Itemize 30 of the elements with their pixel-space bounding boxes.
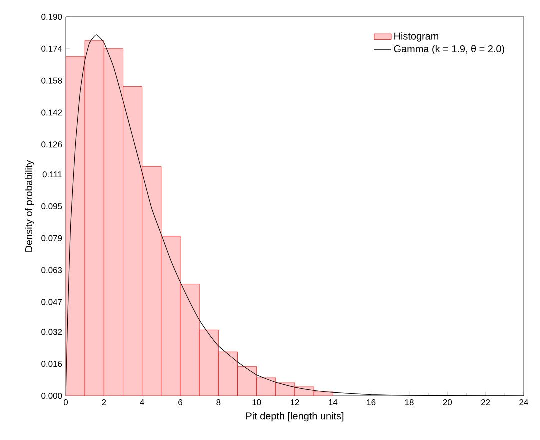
- y-tick-label: 0.158: [42, 78, 62, 84]
- y-tick-label: 0.032: [42, 329, 62, 336]
- y-tick-label: 0.047: [42, 299, 62, 306]
- y-tick-label: 0.126: [42, 142, 62, 148]
- x-tick-label: 20: [443, 400, 452, 406]
- x-tick-label: 24: [520, 400, 528, 406]
- y-tick-label: 0.000: [42, 393, 62, 399]
- x-tick-label: 2: [102, 400, 106, 406]
- x-tick-label: 22: [482, 400, 490, 406]
- y-tick-label: 0.016: [42, 361, 62, 368]
- y-tick-label: 0.079: [42, 235, 62, 242]
- x-tick-label: 14: [329, 400, 338, 406]
- y-tick-label: 0.142: [42, 110, 62, 116]
- y-tick-label: 0.111: [42, 172, 62, 178]
- x-tick-label: 12: [290, 400, 300, 406]
- y-tick-label: 0.174: [42, 46, 62, 52]
- y-axis-title: Density of probability: [25, 160, 34, 252]
- legend-label: Histogram: [394, 32, 439, 42]
- x-tick-label: 8: [216, 400, 221, 406]
- x-tick-label: 16: [367, 400, 376, 406]
- y-tick-label: 0.063: [42, 267, 62, 274]
- x-tick-label: 0: [64, 400, 68, 406]
- x-tick-label: 10: [252, 400, 262, 406]
- x-axis-title: Pit depth [length units]: [246, 412, 344, 422]
- legend-label: Gamma (k = 1.9, θ = 2.0): [394, 45, 504, 55]
- x-tick-label: 18: [405, 400, 414, 406]
- x-tick-label: 4: [140, 400, 144, 406]
- y-tick-label: 0.190: [42, 14, 62, 20]
- y-tick-label: 0.095: [42, 204, 62, 210]
- x-tick-label: 6: [178, 400, 182, 406]
